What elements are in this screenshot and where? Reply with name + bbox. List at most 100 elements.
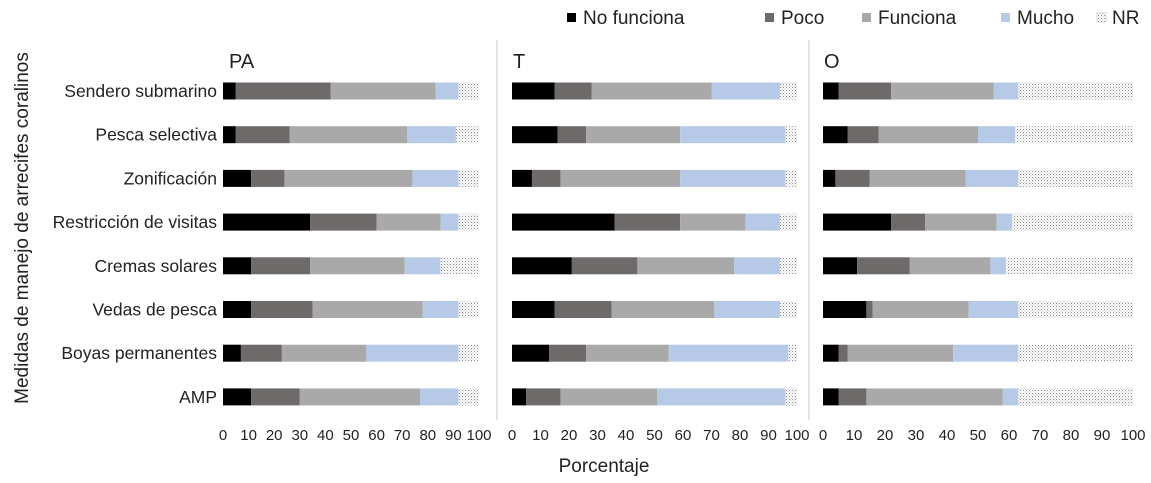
bar-segment-pa-sendero-submarino-no-funciona <box>223 82 236 100</box>
x-tick-label-t-20: 20 <box>561 427 578 444</box>
bar-segment-t-restriccion-de-visitas-no-funciona <box>512 213 615 231</box>
bar-segment-t-pesca-selectiva-no-funciona <box>512 126 558 144</box>
x-tick-label-t-90: 90 <box>760 427 777 444</box>
x-tick-label-t-10: 10 <box>532 427 549 444</box>
x-tick-label-o-80: 80 <box>1063 427 1080 444</box>
bar-segment-o-pesca-selectiva-funciona <box>878 126 978 144</box>
x-tick-label-pa-30: 30 <box>291 427 308 444</box>
x-tick-label-pa-10: 10 <box>240 427 257 444</box>
bar-segment-t-restriccion-de-visitas-poco <box>614 213 681 231</box>
bar-segment-t-amp-mucho <box>657 388 786 406</box>
bar-segment-o-pesca-selectiva-nr <box>1015 126 1133 144</box>
bar-segment-o-sendero-submarino-poco <box>838 82 892 100</box>
category-label-pesca-selectiva: Pesca selectiva <box>95 125 217 145</box>
bar-segment-t-zonificacion-poco <box>531 169 561 187</box>
x-axis-title: Porcentaje <box>559 456 650 477</box>
x-tick-label-t-40: 40 <box>618 427 635 444</box>
bar-segment-pa-pesca-selectiva-funciona <box>289 126 408 144</box>
bar-segment-o-boyas-permanentes-nr <box>1018 344 1133 362</box>
x-tick-label-t-70: 70 <box>703 427 720 444</box>
bar-segment-t-restriccion-de-visitas-nr <box>779 213 797 231</box>
bar-segment-pa-amp-poco <box>251 388 300 406</box>
bar-segment-pa-restriccion-de-visitas-funciona <box>376 213 441 231</box>
category-label-boyas-permanentes: Boyas permanentes <box>61 343 217 363</box>
bar-segment-o-vedas-de-pesca-nr <box>1018 301 1133 318</box>
bar-segment-pa-vedas-de-pesca-nr <box>458 301 479 318</box>
bar-segment-t-restriccion-de-visitas-mucho <box>745 213 780 231</box>
bar-segment-t-sendero-submarino-poco <box>554 82 592 100</box>
category-label-sendero-submarino: Sendero submarino <box>64 81 217 101</box>
bar-segment-t-sendero-submarino-nr <box>779 82 797 100</box>
x-tick-label-pa-0: 0 <box>219 427 227 444</box>
bar-segment-pa-boyas-permanentes-nr <box>458 344 479 362</box>
legend-label-mucho: Mucho <box>1017 8 1074 29</box>
bar-segment-pa-cremas-solares-poco <box>251 257 311 275</box>
bar-segment-pa-boyas-permanentes-mucho <box>366 344 459 362</box>
bar-segment-t-vedas-de-pesca-funciona <box>611 301 715 318</box>
bar-segment-pa-boyas-permanentes-funciona <box>281 344 367 362</box>
bar-segment-o-cremas-solares-nr <box>1005 257 1133 275</box>
bar-segment-o-cremas-solares-no-funciona <box>823 257 858 275</box>
x-axis-title-group: Porcentaje <box>559 456 650 477</box>
bar-segment-pa-boyas-permanentes-no-funciona <box>223 344 241 362</box>
bar-segment-pa-cremas-solares-mucho <box>404 257 441 275</box>
bar-segment-pa-cremas-solares-funciona <box>310 257 405 275</box>
bar-segment-t-sendero-submarino-no-funciona <box>512 82 555 100</box>
bar-segment-pa-sendero-submarino-mucho <box>435 82 459 100</box>
bar-segment-o-restriccion-de-visitas-poco <box>891 213 926 231</box>
bar-segment-t-vedas-de-pesca-mucho <box>714 301 780 318</box>
bar-segment-o-zonificacion-funciona <box>869 169 966 187</box>
bar-segment-o-boyas-permanentes-funciona <box>847 344 954 362</box>
bar-segment-t-boyas-permanentes-no-funciona <box>512 344 550 362</box>
bar-segment-o-zonificacion-poco <box>835 169 870 187</box>
bar-segment-o-amp-mucho <box>1002 388 1019 406</box>
bar-segment-pa-cremas-solares-nr <box>440 257 479 275</box>
x-tick-label-o-40: 40 <box>939 427 956 444</box>
x-tick-label-pa-80: 80 <box>419 427 436 444</box>
category-label-cremas-solares: Cremas solares <box>94 256 217 276</box>
bar-segment-o-zonificacion-no-funciona <box>823 169 836 187</box>
bar-segment-o-boyas-permanentes-mucho <box>953 344 1019 362</box>
bar-segment-t-vedas-de-pesca-nr <box>779 301 797 318</box>
bar-segment-o-vedas-de-pesca-funciona <box>872 301 969 318</box>
bar-segment-t-vedas-de-pesca-no-funciona <box>512 301 555 318</box>
bar-segment-t-pesca-selectiva-mucho <box>680 126 786 144</box>
x-tick-label-o-60: 60 <box>1001 427 1018 444</box>
bar-segment-o-restriccion-de-visitas-mucho <box>996 213 1013 231</box>
bar-segment-t-sendero-submarino-funciona <box>591 82 712 100</box>
x-tick-label-t-30: 30 <box>589 427 606 444</box>
y-axis-title: Medidas de manejo de arrecifes coralinos <box>12 52 33 404</box>
x-tick-label-pa-20: 20 <box>266 427 283 444</box>
legend-label-funciona: Funciona <box>878 8 957 29</box>
bar-segment-pa-sendero-submarino-poco <box>235 82 331 100</box>
panel-o: O 0 10 20 30 40 50 60 70 80 90 100 <box>819 51 1146 444</box>
bar-segment-o-pesca-selectiva-no-funciona <box>823 126 848 144</box>
bar-segment-pa-vedas-de-pesca-poco <box>251 301 313 318</box>
bar-segment-pa-pesca-selectiva-poco <box>235 126 290 144</box>
panel-title-pa: PA <box>229 51 255 73</box>
bar-segment-o-restriccion-de-visitas-no-funciona <box>823 213 892 231</box>
bar-segment-o-amp-poco <box>838 388 867 406</box>
legend-label-nr: NR <box>1112 8 1139 29</box>
bar-segment-pa-restriccion-de-visitas-nr <box>458 213 479 231</box>
x-tick-label-o-30: 30 <box>908 427 925 444</box>
bar-segment-o-zonificacion-nr <box>1018 169 1133 187</box>
bar-segment-o-cremas-solares-funciona <box>909 257 991 275</box>
bar-segment-t-boyas-permanentes-nr <box>788 344 797 362</box>
bar-segment-pa-vedas-de-pesca-mucho <box>422 301 459 318</box>
panel-pa: PA 0 10 20 30 40 50 60 70 80 90 100 <box>219 51 492 444</box>
bar-segment-pa-sendero-submarino-nr <box>458 82 479 100</box>
x-tick-label-t-50: 50 <box>646 427 663 444</box>
bar-segment-pa-vedas-de-pesca-funciona <box>312 301 423 318</box>
bar-segment-o-zonificacion-mucho <box>965 169 1019 187</box>
x-tick-label-t-80: 80 <box>732 427 749 444</box>
bar-segment-o-amp-no-funciona <box>823 388 839 406</box>
x-tick-label-pa-50: 50 <box>343 427 360 444</box>
bar-segment-t-pesca-selectiva-nr <box>785 126 797 144</box>
bar-segment-t-zonificacion-no-funciona <box>512 169 532 187</box>
bar-segment-o-sendero-submarino-no-funciona <box>823 82 839 100</box>
bar-segment-pa-zonificacion-nr <box>458 169 479 187</box>
bar-segment-pa-amp-mucho <box>420 388 459 406</box>
bar-segment-pa-restriccion-de-visitas-poco <box>310 213 377 231</box>
